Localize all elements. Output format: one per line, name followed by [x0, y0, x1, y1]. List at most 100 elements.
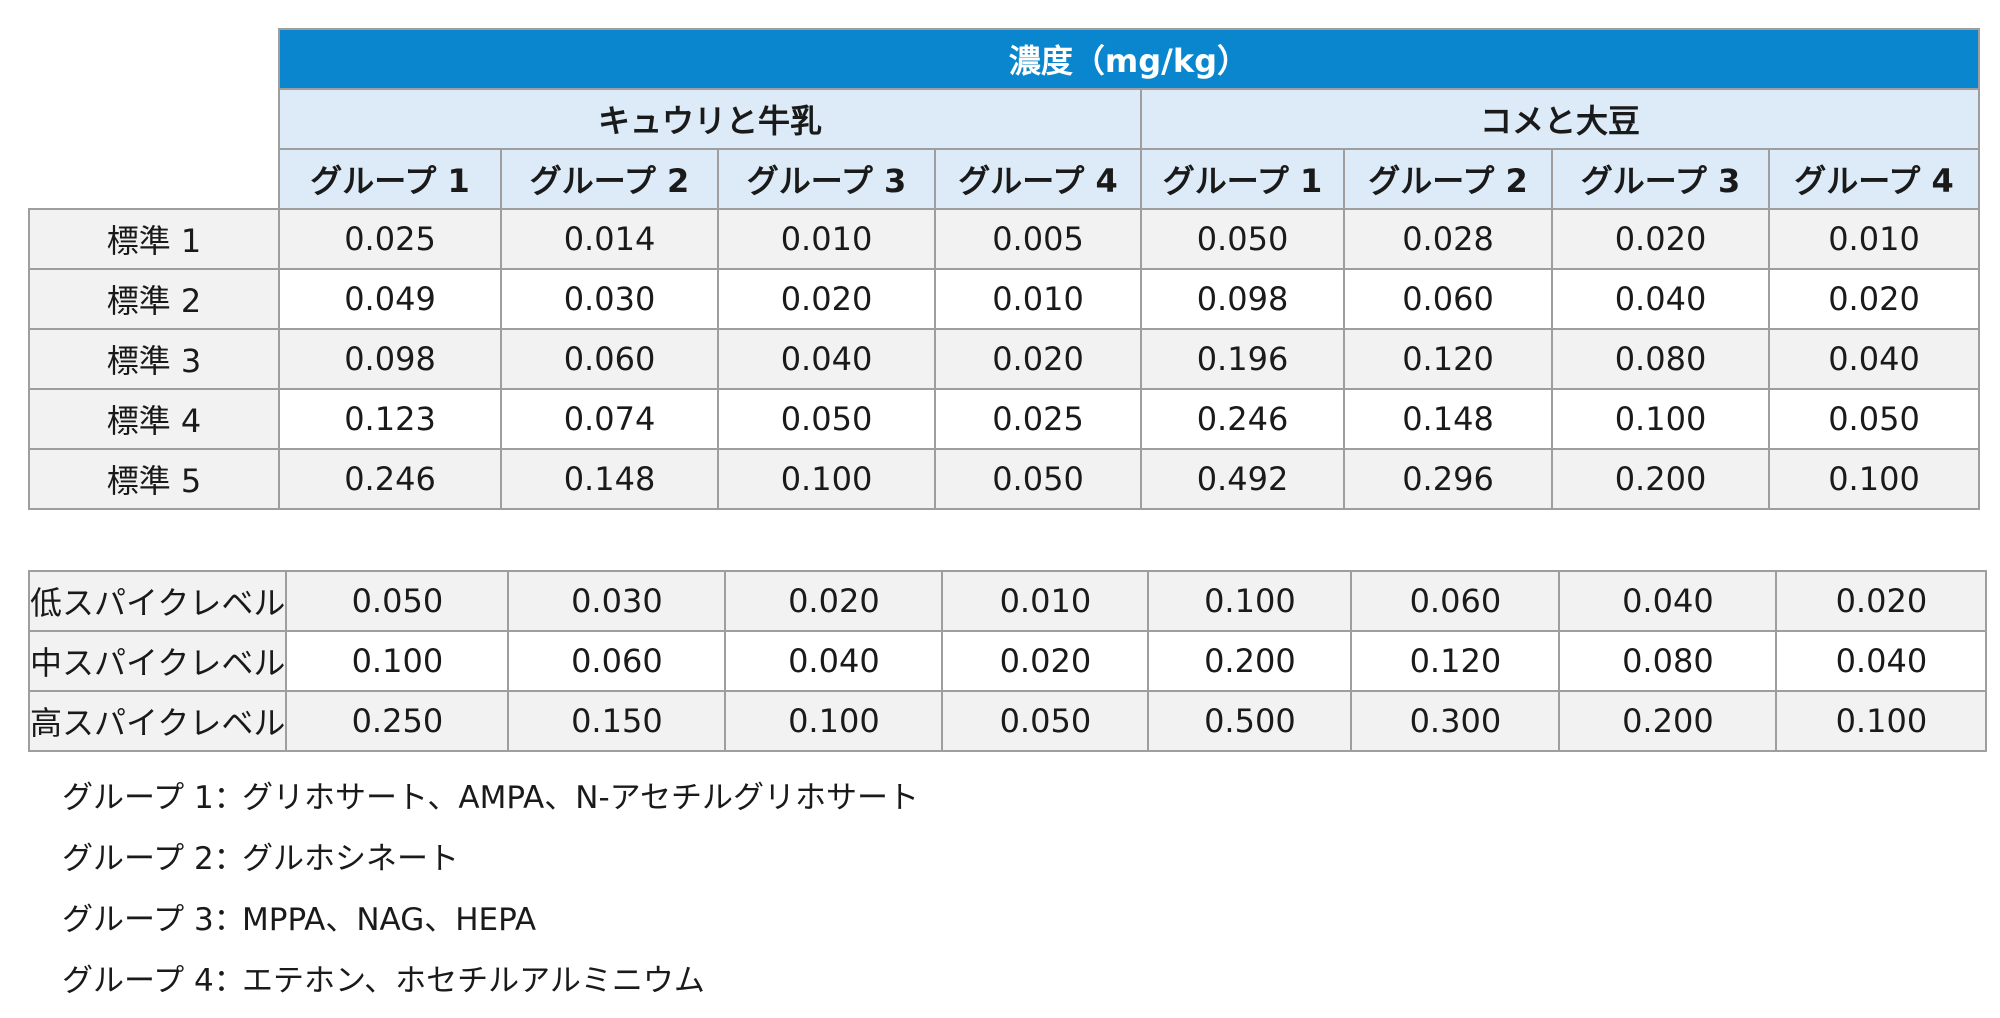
value-cell: 0.300 — [1350, 690, 1561, 752]
value-cell: 0.098 — [1140, 268, 1345, 330]
group-header: グループ 1 — [1140, 148, 1345, 210]
value-cell: 0.040 — [1558, 570, 1778, 632]
row-label: 標準 5 — [28, 448, 280, 510]
value-cell: 0.020 — [934, 328, 1142, 390]
legend-key: グループ 1： — [62, 780, 245, 816]
value-cell: 0.150 — [507, 690, 727, 752]
value-cell: 0.100 — [1768, 448, 1980, 510]
value-cell: 0.049 — [278, 268, 502, 330]
value-cell: 0.030 — [500, 268, 719, 330]
row-label: 標準 4 — [28, 388, 280, 450]
legend-text: MPPA、NAG、HEPA — [242, 902, 537, 938]
value-cell: 0.040 — [1775, 630, 1988, 692]
table-title: 濃度（mg/kg） — [278, 28, 1980, 90]
corner-blank — [29, 29, 279, 89]
row-label: 標準 2 — [28, 268, 280, 330]
spike-level-table: 低スパイクレベル 0.050 0.030 0.020 0.010 0.100 0.060 0.… — [27, 570, 1988, 752]
legend-item: グループ 3：MPPA、NAG、HEPA — [62, 890, 919, 951]
value-cell: 0.148 — [500, 448, 719, 510]
legend-key: グループ 4： — [62, 963, 245, 999]
value-cell: 0.296 — [1343, 448, 1553, 510]
legend-text: グルホシネート — [242, 841, 459, 877]
value-cell: 0.100 — [1147, 570, 1353, 632]
value-cell: 0.025 — [934, 388, 1142, 450]
legend-key: グループ 3： — [62, 902, 245, 938]
value-cell: 0.020 — [717, 268, 936, 330]
value-cell: 0.014 — [500, 208, 719, 270]
row-label: 低スパイクレベル — [27, 570, 288, 632]
row-label: 中スパイクレベル — [27, 630, 288, 692]
row-label: 標準 3 — [28, 328, 280, 390]
matrix-header-cucumber-milk: キュウリと牛乳 — [278, 88, 1142, 150]
value-cell: 0.050 — [1140, 208, 1345, 270]
value-cell: 0.246 — [278, 448, 502, 510]
standard-row: 標準 5 0.246 0.148 0.100 0.050 0.492 0.296 0.200 0… — [28, 448, 1980, 510]
value-cell: 0.010 — [1768, 208, 1980, 270]
matrix-header-rice-soy: コメと大豆 — [1140, 88, 1980, 150]
value-cell: 0.492 — [1140, 448, 1345, 510]
group-header: グループ 3 — [1551, 148, 1770, 210]
standard-row: 標準 1 0.025 0.014 0.010 0.005 0.050 0.028 0.020 0… — [28, 208, 1980, 270]
value-cell: 0.074 — [500, 388, 719, 450]
value-cell: 0.148 — [1343, 388, 1553, 450]
value-cell: 0.028 — [1343, 208, 1553, 270]
value-cell: 0.060 — [500, 328, 719, 390]
group-header: グループ 1 — [278, 148, 502, 210]
value-cell: 0.100 — [1775, 690, 1988, 752]
standard-rows: 標準 1 0.025 0.014 0.010 0.005 0.050 0.028 0.020 0… — [28, 208, 1980, 510]
value-cell: 0.005 — [934, 208, 1142, 270]
value-cell: 0.020 — [1551, 208, 1770, 270]
value-cell: 0.030 — [507, 570, 727, 632]
value-cell: 0.050 — [1768, 388, 1980, 450]
value-cell: 0.100 — [717, 448, 936, 510]
value-cell: 0.246 — [1140, 388, 1345, 450]
value-cell: 0.080 — [1551, 328, 1770, 390]
value-cell: 0.010 — [941, 570, 1150, 632]
group-legend: グループ 1：グリホサート、AMPA、N-アセチルグリホサート グループ 2：グル… — [62, 768, 919, 1012]
legend-key: グループ 2： — [62, 841, 245, 877]
group-header: グループ 3 — [717, 148, 936, 210]
legend-item: グループ 2：グルホシネート — [62, 829, 919, 890]
standard-row: 標準 3 0.098 0.060 0.040 0.020 0.196 0.120 0.080 0… — [28, 328, 1980, 390]
group-header: グループ 2 — [500, 148, 719, 210]
value-cell: 0.120 — [1343, 328, 1553, 390]
value-cell: 0.123 — [278, 388, 502, 450]
value-cell: 0.250 — [285, 690, 510, 752]
group-header: グループ 4 — [1768, 148, 1980, 210]
value-cell: 0.100 — [285, 630, 510, 692]
standard-row: 標準 4 0.123 0.074 0.050 0.025 0.246 0.148 0.100 0… — [28, 388, 1980, 450]
group-header: グループ 2 — [1343, 148, 1553, 210]
value-cell: 0.025 — [278, 208, 502, 270]
value-cell: 0.010 — [934, 268, 1142, 330]
value-cell: 0.120 — [1350, 630, 1561, 692]
value-cell: 0.040 — [1768, 328, 1980, 390]
value-cell: 0.050 — [934, 448, 1142, 510]
value-cell: 0.020 — [724, 570, 944, 632]
legend-item: グループ 4：エテホン、ホセチルアルミニウム — [62, 951, 919, 1012]
value-cell: 0.040 — [1551, 268, 1770, 330]
standard-row: 標準 2 0.049 0.030 0.020 0.010 0.098 0.060 0.040 0… — [28, 268, 1980, 330]
value-cell: 0.040 — [724, 630, 944, 692]
value-cell: 0.200 — [1147, 630, 1353, 692]
value-cell: 0.100 — [724, 690, 944, 752]
value-cell: 0.020 — [1768, 268, 1980, 330]
corner-blank — [29, 89, 279, 149]
group-header-row: グループ 1 グループ 2 グループ 3 グループ 4 グループ 1 グループ 2 グループ… — [29, 148, 1980, 210]
value-cell: 0.196 — [1140, 328, 1345, 390]
legend-text: エテホン、ホセチルアルミニウム — [242, 963, 705, 999]
value-cell: 0.050 — [285, 570, 510, 632]
value-cell: 0.020 — [941, 630, 1150, 692]
value-cell: 0.060 — [507, 630, 727, 692]
row-label: 標準 1 — [28, 208, 280, 270]
row-label: 高スパイクレベル — [27, 690, 288, 752]
value-cell: 0.050 — [941, 690, 1150, 752]
value-cell: 0.050 — [717, 388, 936, 450]
spike-row: 高スパイクレベル 0.250 0.150 0.100 0.050 0.500 0.300 0.… — [27, 690, 1988, 752]
value-cell: 0.080 — [1558, 630, 1778, 692]
value-cell: 0.060 — [1343, 268, 1553, 330]
concentration-table: 濃度（mg/kg） キュウリと牛乳 コメと大豆 グループ 1 グループ 2 グループ… — [28, 28, 1980, 510]
group-header: グループ 4 — [934, 148, 1142, 210]
spike-row: 低スパイクレベル 0.050 0.030 0.020 0.010 0.100 0.060 0.… — [27, 570, 1988, 632]
value-cell: 0.020 — [1775, 570, 1988, 632]
